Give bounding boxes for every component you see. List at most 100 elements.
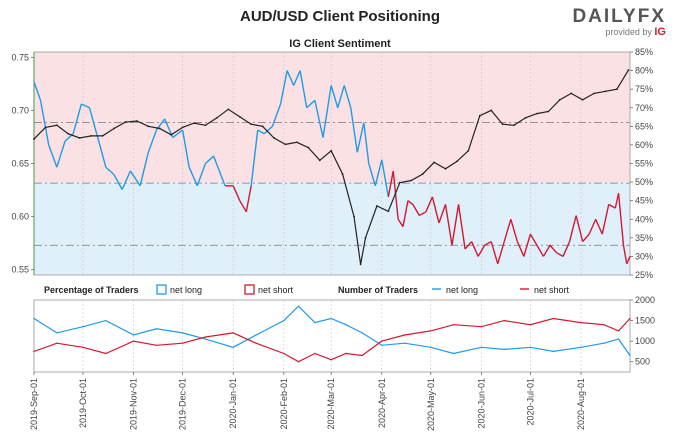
sentiment-segment-7 (88, 107, 99, 138)
sentiment-segment-34 (299, 70, 308, 108)
price-line (33, 69, 629, 265)
sentiment-segment-76 (568, 215, 577, 242)
x-tick-label-9: 2020-Jun-01 (476, 378, 486, 429)
brand-provided-by: provided by (605, 27, 652, 37)
traders-point-short-24 (580, 321, 582, 324)
sentiment-segment-85 (622, 245, 628, 264)
traders-point-long-21 (503, 348, 505, 351)
traders-point-short-14 (345, 352, 347, 355)
sentiment-segment-84 (617, 193, 625, 246)
price-point-50 (593, 92, 595, 95)
sentiment-segment-8 (97, 137, 107, 168)
sentiment-segment-26 (245, 185, 252, 212)
sentiment-segment-63 (484, 240, 492, 246)
sentiment-segment-78 (582, 233, 590, 243)
sentiment-segment-32 (286, 70, 295, 86)
traders-point-short-8 (232, 332, 234, 334)
traders-point-short-7 (204, 336, 207, 338)
price-point-38 (456, 160, 458, 163)
price-point-49 (581, 98, 584, 101)
price-point-52 (616, 88, 618, 91)
legend-num-long-label: net long (446, 285, 478, 295)
legend-pct-long-swatch (156, 284, 167, 295)
price-point-47 (558, 98, 561, 101)
traders-point-short-12 (314, 352, 316, 355)
chart-subtitle: IG Client Sentiment (289, 38, 391, 50)
sentiment-segment-70 (529, 233, 538, 246)
traders-tick-label-1: 1500 (635, 316, 655, 326)
traders-point-long-2 (82, 326, 84, 328)
sentiment-segment-66 (503, 219, 512, 242)
traders-point-short-23 (552, 317, 554, 320)
traders-point-long-22 (529, 346, 532, 349)
traders-point-short-9 (255, 342, 257, 344)
sentiment-segment-33 (292, 70, 301, 86)
traders-point-long-13 (330, 317, 332, 320)
left-tick-label-1: 0.70 (11, 105, 29, 115)
traders-point-short-0 (33, 350, 35, 353)
traders-point-long-4 (132, 334, 135, 336)
price-point-20 (261, 125, 264, 128)
price-point-35 (421, 173, 424, 176)
traders-point-long-19 (452, 352, 455, 355)
x-tick-label-2: 2019-Nov-01 (129, 378, 139, 430)
price-point-40 (478, 114, 481, 117)
price-point-14 (193, 122, 195, 125)
sentiment-segment-51 (407, 200, 414, 205)
traders-point-long-11 (297, 305, 300, 307)
sentiment-segment-55 (431, 196, 440, 224)
x-tick-label-7: 2020-Apr-01 (377, 378, 387, 428)
sentiment-segment-39 (337, 85, 345, 108)
price-point-3 (67, 132, 70, 135)
bottom-panel-frame (33, 299, 631, 373)
traders-point-long-24 (580, 346, 582, 349)
price-point-11 (158, 127, 161, 130)
sentiment-segment-12 (129, 170, 141, 187)
sentiment-segment-65 (497, 241, 505, 265)
price-point-25 (318, 159, 321, 162)
sentiment-segment-1 (39, 100, 50, 146)
left-tick-label-0: 0.75 (11, 52, 29, 62)
traders-point-long-20 (480, 346, 483, 349)
traders-point-short-19 (452, 323, 455, 326)
sentiment-segment-30 (271, 103, 282, 127)
price-point-7 (113, 127, 115, 130)
price-point-19 (250, 123, 253, 126)
sentiment-segment-52 (412, 204, 420, 216)
sentiment-segment-53 (419, 211, 427, 217)
right-tick-label-10: 35% (635, 233, 653, 243)
price-point-23 (295, 141, 298, 144)
sentiment-segment-14 (147, 129, 158, 153)
price-point-15 (204, 124, 207, 127)
right-tick-label-1: 80% (635, 66, 653, 76)
right-tick-label-0: 85% (635, 47, 653, 57)
traders-point-long-18 (430, 346, 432, 349)
traders-point-long-27 (629, 354, 631, 357)
traders-point-long-1 (56, 332, 58, 334)
traders-point-short-5 (155, 344, 158, 346)
sentiment-segment-81 (601, 204, 610, 235)
price-point-37 (444, 167, 447, 170)
price-point-17 (227, 108, 230, 111)
x-tick-label-1: 2019-Oct-01 (78, 378, 88, 428)
sentiment-segment-2 (48, 144, 58, 168)
price-point-29 (359, 263, 362, 266)
sentiment-segment-29 (263, 125, 273, 135)
right-tick-label-12: 25% (635, 270, 653, 280)
chart-title: AUD/USD Client Positioning (240, 8, 440, 25)
price-point-5 (90, 134, 93, 137)
traders-line-net-long (33, 305, 631, 356)
x-tick-label-11: 2020-Aug-01 (576, 378, 586, 430)
traders-point-long-8 (232, 346, 234, 349)
traders-point-long-10 (283, 319, 285, 322)
price-point-53 (627, 69, 630, 71)
sentiment-segment-17 (172, 129, 184, 139)
right-tick-label-8: 45% (635, 196, 653, 206)
left-tick-label-2: 0.65 (11, 159, 29, 169)
traders-point-short-22 (529, 323, 532, 326)
price-point-45 (536, 112, 538, 115)
sentiment-segment-13 (139, 152, 149, 186)
right-tick-label-5: 60% (635, 140, 653, 150)
price-point-33 (398, 181, 401, 184)
